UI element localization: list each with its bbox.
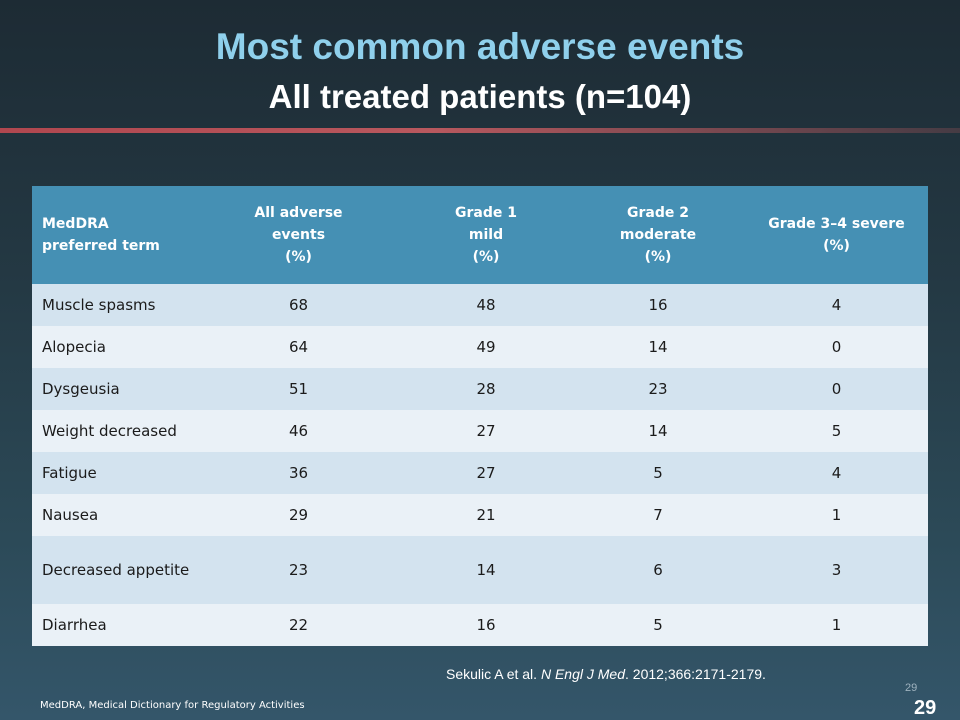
cell-grade34: 1 [745,604,928,646]
cell-grade2: 5 [571,452,745,494]
cell-grade1: 16 [401,604,571,646]
table-row: Fatigue 36 27 5 4 [32,452,928,494]
cell-grade2: 16 [571,284,745,326]
table-row: Diarrhea 22 16 5 1 [32,604,928,646]
cell-all: 36 [196,452,401,494]
cell-grade34: 1 [745,494,928,536]
cell-grade34: 0 [745,326,928,368]
adverse-events-table: MedDRA preferred term All adverse events (%… [32,186,928,646]
cell-term: Diarrhea [32,604,196,646]
cell-all: 51 [196,368,401,410]
cell-term: Fatigue [32,452,196,494]
header-grade-1: Grade 1 mild (%) [401,186,571,284]
cell-grade1: 48 [401,284,571,326]
cell-all: 23 [196,536,401,604]
slide-title: Most common adverse events [215,26,745,67]
table-row: Alopecia 64 49 14 0 [32,326,928,368]
cell-all: 22 [196,604,401,646]
cell-grade1: 27 [401,410,571,452]
table-row: Weight decreased 46 27 14 5 [32,410,928,452]
title-divider [0,128,960,133]
cell-grade1: 14 [401,536,571,604]
table-row: Muscle spasms 68 48 16 4 [32,284,928,326]
cell-all: 29 [196,494,401,536]
cell-term: Dysgeusia [32,368,196,410]
cell-term: Alopecia [32,326,196,368]
header-grade-2: Grade 2 moderate (%) [571,186,745,284]
cell-all: 46 [196,410,401,452]
cell-grade2: 5 [571,604,745,646]
citation-journal: N Engl J Med [540,666,625,682]
table-header-row: MedDRA preferred term All adverse events (%… [32,186,928,284]
cell-grade2: 14 [571,326,745,368]
cell-grade1: 49 [401,326,571,368]
cell-grade1: 27 [401,452,571,494]
slide-number-small: 29 [905,682,918,694]
slide-subtitle: All treated patients (n=104) [268,78,692,115]
cell-grade2: 23 [571,368,745,410]
cell-grade1: 21 [401,494,571,536]
cell-grade2: 14 [571,410,745,452]
citation-details: . 2012;366:2171-2179. [625,666,766,682]
cell-grade34: 5 [745,410,928,452]
cell-grade2: 6 [571,536,745,604]
footnote: MedDRA, Medical Dictionary for Regulator… [40,700,305,711]
cell-grade34: 4 [745,284,928,326]
cell-grade34: 4 [745,452,928,494]
header-meddra-term: MedDRA preferred term [32,186,196,284]
citation-authors: Sekulic A et al. [446,666,541,682]
cell-grade2: 7 [571,494,745,536]
cell-all: 64 [196,326,401,368]
cell-term: Nausea [32,494,196,536]
cell-term: Muscle spasms [32,284,196,326]
table-row: Nausea 29 21 7 1 [32,494,928,536]
slide-number: 29 [914,697,937,719]
cell-all: 68 [196,284,401,326]
cell-term: Decreased appetite [32,536,196,604]
cell-term: Weight decreased [32,410,196,452]
cell-grade34: 3 [745,536,928,604]
header-grade-3-4: Grade 3–4 severe (%) [745,186,928,284]
citation: Sekulic A et al. N Engl J Med. 2012;366:… [446,666,766,682]
header-all-adverse-events: All adverse events (%) [196,186,401,284]
table-row: Dysgeusia 51 28 23 0 [32,368,928,410]
table-row: Decreased appetite 23 14 6 3 [32,536,928,604]
cell-grade34: 0 [745,368,928,410]
cell-grade1: 28 [401,368,571,410]
